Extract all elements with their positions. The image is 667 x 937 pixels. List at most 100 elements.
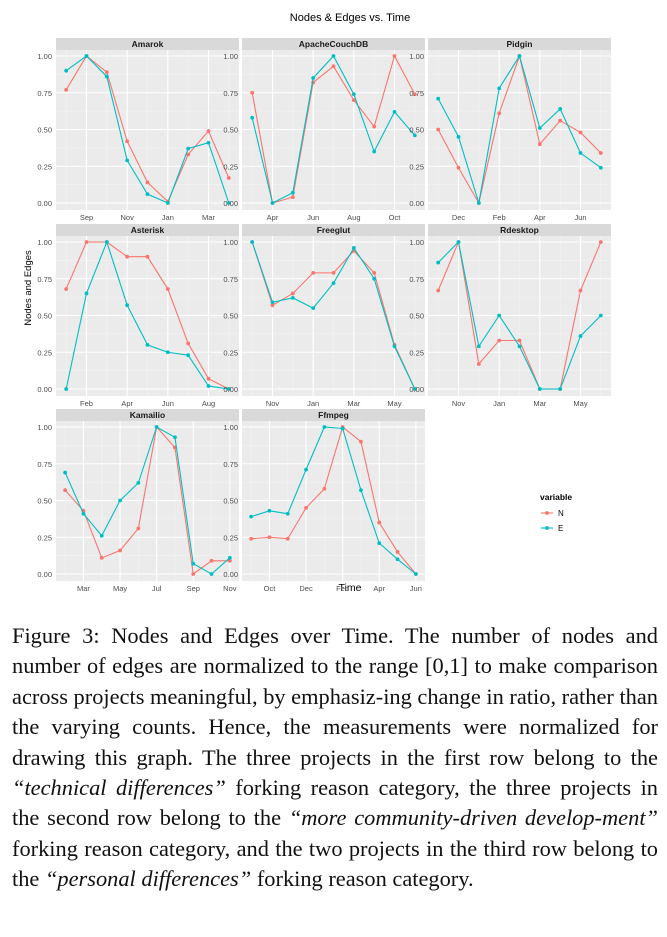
data-point-N — [598, 240, 603, 244]
data-point-N — [165, 287, 170, 291]
x-tick-label: Sep — [80, 213, 93, 222]
data-point-N — [578, 130, 583, 135]
data-point-E — [226, 387, 231, 391]
series-line-E — [64, 426, 231, 575]
data-point-N — [250, 90, 255, 95]
data-point-N — [558, 118, 563, 123]
x-tick-label: Jun — [307, 213, 319, 222]
data-point-N — [125, 254, 130, 259]
y-tick-label: 0.25 — [409, 162, 424, 171]
series-line-N — [251, 426, 417, 575]
data-point-E — [145, 343, 150, 347]
data-point-E — [311, 306, 316, 311]
y-tick-label: 1.00 — [409, 52, 424, 61]
data-point-E — [578, 151, 583, 155]
x-tick-label: Feb — [336, 584, 349, 593]
series-line-N — [64, 425, 230, 575]
data-point-E — [331, 54, 336, 58]
y-tick-label: 0.00 — [223, 385, 238, 394]
data-point-E — [456, 240, 461, 244]
data-point-E — [304, 467, 308, 472]
data-point-E — [436, 96, 441, 101]
data-point-N — [226, 176, 231, 180]
caption-text-3: forking reason category, and the two pro… — [12, 835, 658, 892]
facet-strip — [56, 409, 239, 421]
x-tick-label: Jan — [307, 399, 319, 408]
facet-strip-label: Freeglut — [317, 225, 351, 235]
x-tick-label: Jan — [493, 399, 505, 408]
facet-strip-label: Kamailio — [130, 410, 165, 420]
data-point-E — [81, 511, 86, 516]
data-point-E — [359, 488, 363, 493]
y-tick-label: 0.25 — [37, 162, 52, 171]
x-tick-label: Nov — [266, 399, 280, 408]
data-point-E — [537, 126, 542, 130]
data-point-E — [270, 201, 275, 205]
x-tick-label: May — [113, 584, 127, 593]
faceted-line-chart: Nodes & Edges vs. Time Nodes and Edges T… — [23, 12, 611, 594]
y-tick-label: 0.25 — [37, 533, 52, 542]
data-point-E — [372, 149, 377, 154]
x-tick-label: Jun — [162, 399, 174, 408]
y-tick-label: 1.00 — [409, 238, 424, 247]
y-tick-label: 0.50 — [409, 126, 424, 135]
x-tick-label: Apr — [121, 399, 133, 408]
data-point-N — [145, 254, 150, 259]
facet-amarok: Amarok 0.00 0.25 0.50 0.75 1.00 Sep Nov Jan Mar — [37, 38, 239, 222]
data-point-N — [267, 535, 272, 540]
y-tick-label: 0.00 — [37, 385, 52, 394]
data-point-N — [359, 439, 363, 444]
facet-strip-label: Pidgin — [507, 39, 533, 49]
data-point-N — [64, 287, 69, 291]
y-tick-label: 0.50 — [37, 312, 52, 321]
y-tick-label: 0.00 — [223, 570, 238, 579]
facet-panels: Amarok 0.00 0.25 0.50 0.75 1.00 Sep Nov Jan Mar Ap… — [37, 38, 611, 593]
facet-freeglut: Freeglut 0.00 0.25 0.50 0.75 1.00 Nov Jan Mar May — [223, 224, 425, 408]
data-point-N — [136, 526, 141, 531]
facet-apachecouchdb: ApacheCouchDB 0.00 0.25 0.50 0.75 1.00 Apr Jun A… — [223, 38, 425, 222]
data-point-N — [331, 270, 336, 275]
data-point-E — [456, 134, 461, 139]
data-point-E — [173, 435, 177, 440]
caption-text-2: forking reason category, the three proje… — [12, 775, 658, 831]
legend-swatch-point — [545, 511, 549, 515]
y-tick-label: 0.00 — [223, 199, 238, 208]
data-point-N — [290, 195, 295, 200]
data-point-N — [351, 98, 356, 102]
caption-category-technical: “technical differences” — [12, 775, 226, 801]
data-point-E — [145, 192, 150, 197]
data-point-E — [598, 313, 603, 318]
y-tick-label: 1.00 — [37, 423, 52, 432]
x-tick-label: Oct — [264, 584, 277, 593]
data-point-E — [322, 425, 327, 429]
y-tick-label: 0.50 — [223, 497, 238, 506]
data-point-N — [186, 341, 191, 346]
y-tick-label: 1.00 — [37, 238, 52, 247]
data-point-E — [250, 240, 255, 244]
y-tick-label: 0.75 — [223, 275, 238, 284]
data-point-N — [290, 291, 295, 296]
y-tick-label: 0.00 — [37, 570, 52, 579]
facet-strip — [242, 38, 425, 50]
y-tick-label: 0.50 — [409, 312, 424, 321]
data-point-E — [250, 115, 255, 120]
x-tick-label: Apr — [534, 213, 546, 222]
data-point-N — [227, 558, 232, 563]
x-tick-label: May — [387, 399, 401, 408]
x-tick-label: Feb — [493, 213, 506, 222]
data-point-E — [372, 276, 377, 281]
data-point-N — [311, 270, 316, 275]
data-point-E — [436, 260, 441, 265]
x-tick-label: Apr — [373, 584, 385, 593]
data-point-E — [392, 344, 397, 349]
data-point-E — [517, 54, 522, 58]
data-point-N — [372, 124, 377, 129]
data-point-N — [377, 520, 382, 525]
data-point-N — [249, 536, 254, 541]
data-point-N — [125, 139, 130, 144]
y-tick-label: 1.00 — [223, 238, 238, 247]
x-tick-label: Nov — [120, 213, 134, 222]
data-point-N — [578, 288, 583, 293]
data-point-N — [186, 152, 191, 157]
data-point-E — [104, 74, 109, 79]
